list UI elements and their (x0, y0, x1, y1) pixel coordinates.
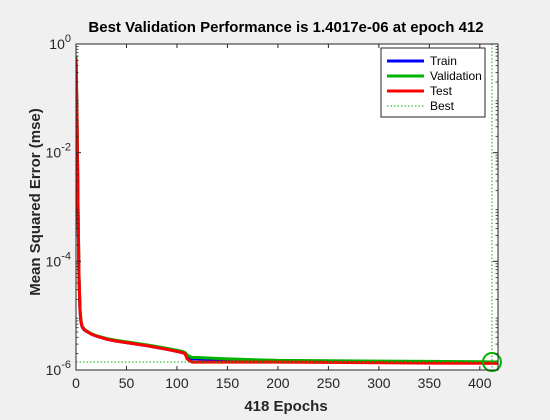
y-tick-label: 10-4 (46, 250, 71, 269)
legend-label-validation: Validation (430, 69, 482, 83)
x-axis-label: 418 Epochs (244, 398, 327, 415)
chart-title: Best Validation Performance is 1.4017e-0… (88, 19, 483, 36)
y-tick-label: 10-6 (46, 359, 71, 378)
y-tick-label: 10-2 (46, 142, 71, 161)
x-ticks: 0 50 100 150 200 250 300 350 400 (72, 44, 492, 391)
x-tick-label: 250 (317, 375, 341, 391)
best-layer (76, 44, 502, 373)
legend-label-train: Train (430, 54, 457, 68)
x-tick-label: 150 (216, 375, 240, 391)
x-tick-label: 350 (418, 375, 442, 391)
x-tick-label: 100 (165, 375, 189, 391)
x-tick-label: 300 (367, 375, 391, 391)
x-tick-label: 200 (266, 375, 290, 391)
x-tick-label: 0 (72, 375, 80, 391)
y-tick-label: 100 (49, 33, 71, 52)
axes-box (75, 43, 499, 371)
y-ticks: 100 10-2 10-4 10-6 (46, 33, 498, 378)
best-point-circle (481, 352, 502, 373)
legend-label-best: Best (430, 99, 455, 113)
x-tick-label: 400 (468, 375, 492, 391)
x-tick-label: 50 (119, 375, 135, 391)
legend-label-test: Test (430, 84, 453, 98)
y-axis-label: Mean Squared Error (mse) (27, 108, 44, 296)
